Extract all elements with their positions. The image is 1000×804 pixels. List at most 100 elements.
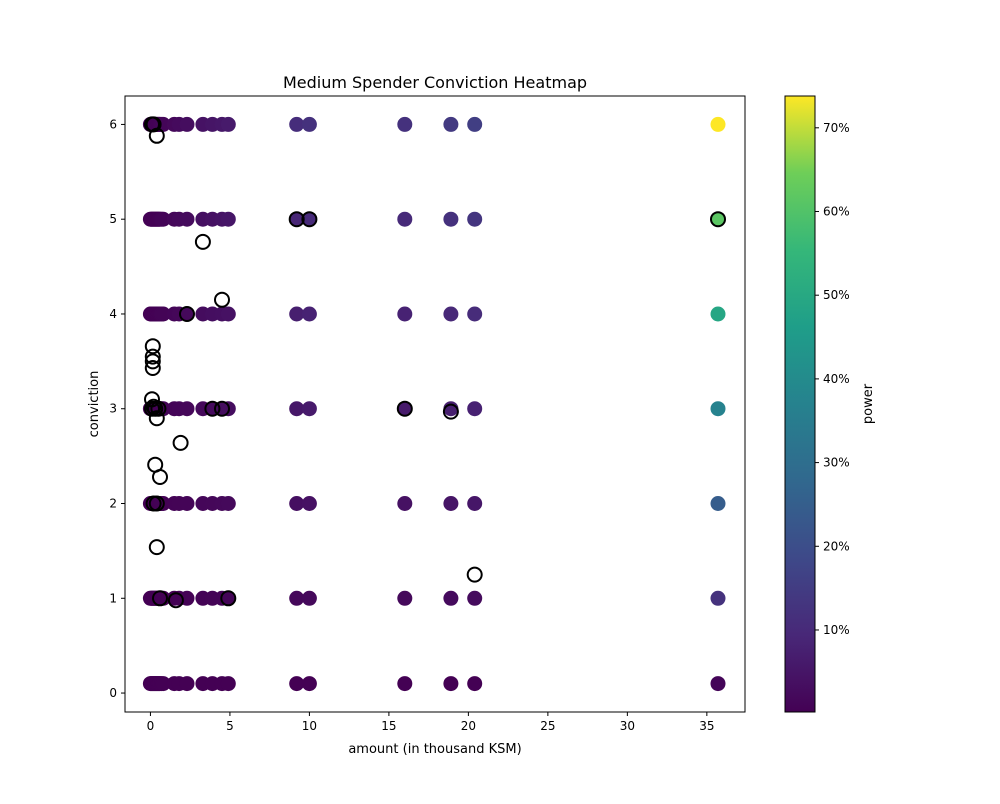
y-axis: 0 1 2 3 4 5 6 (109, 117, 125, 700)
highlighted-point (214, 291, 230, 308)
data-point (179, 401, 195, 417)
data-point (301, 590, 317, 606)
data-point (710, 676, 726, 692)
data-point (467, 590, 483, 606)
y-tick-label: 4 (109, 307, 117, 321)
highlighted-point (144, 338, 161, 355)
x-tick-label: 5 (226, 719, 234, 733)
x-tick-label: 30 (620, 719, 635, 733)
data-point (289, 116, 305, 132)
data-point (301, 676, 317, 692)
data-point (443, 211, 459, 227)
data-point (443, 676, 459, 692)
data-point (397, 116, 413, 132)
colorbar-tick-label: 50% (823, 288, 850, 302)
data-point (301, 306, 317, 322)
data-point (397, 496, 413, 511)
x-tick-label: 35 (699, 719, 714, 733)
data-point (289, 676, 305, 692)
data-point (289, 590, 305, 606)
chart-title: Medium Spender Conviction Heatmap (283, 73, 587, 92)
colorbar-tick-label: 20% (823, 539, 850, 553)
data-point (289, 306, 305, 322)
highlighted-point (220, 590, 237, 607)
data-point (710, 116, 726, 132)
y-tick-label: 2 (109, 497, 117, 511)
data-point (301, 211, 317, 227)
highlighted-point (152, 469, 168, 485)
data-point (397, 306, 413, 322)
data-point (710, 401, 726, 417)
data-point (443, 306, 459, 322)
data-point (710, 590, 726, 606)
x-axis-label: amount (in thousand KSM) (348, 742, 521, 757)
data-point (467, 401, 483, 417)
colorbar-tick-label: 70% (823, 121, 850, 135)
data-point (220, 116, 236, 132)
data-point (397, 401, 413, 417)
data-point (220, 590, 236, 606)
data-point (397, 676, 413, 692)
data-point (397, 211, 413, 227)
data-point (179, 211, 195, 227)
colorbar-ticks: 10% 20% 30% 40% 50% 60% 70% (815, 121, 850, 637)
colorbar-tick-label: 60% (823, 205, 850, 219)
highlighted-point (144, 360, 161, 376)
data-point (179, 676, 195, 692)
highlighted-point (144, 353, 161, 370)
data-point (710, 306, 726, 322)
data-point (155, 676, 171, 692)
points-layer (142, 116, 726, 692)
data-point (443, 590, 459, 606)
highlighted-point (148, 539, 165, 556)
highlighted-point (145, 116, 162, 133)
data-point (155, 211, 171, 227)
data-point (289, 211, 305, 227)
highlighted-point (152, 590, 168, 607)
x-tick-label: 10 (302, 719, 317, 733)
data-point (397, 590, 413, 606)
highlighted-point (148, 410, 165, 427)
highlighted-point (301, 211, 318, 228)
data-point (467, 496, 483, 511)
data-point (443, 116, 459, 132)
highlighted-point (396, 400, 413, 417)
data-point (220, 306, 236, 322)
colorbar-tick-label: 30% (823, 456, 850, 470)
highlighted-point (442, 403, 459, 420)
y-tick-label: 1 (109, 591, 117, 605)
data-point (220, 211, 236, 227)
data-point (710, 496, 726, 511)
highlighted-point (466, 566, 483, 583)
highlighted-point (148, 127, 165, 144)
data-point (301, 496, 317, 511)
y-tick-label: 5 (109, 212, 117, 226)
highlighted-point (179, 306, 195, 322)
x-tick-label: 0 (147, 719, 155, 733)
colorbar-label: power (861, 383, 876, 424)
data-point (443, 496, 459, 511)
data-point (220, 676, 236, 692)
highlighted-point (150, 400, 167, 417)
highlighted-point (288, 211, 305, 228)
data-point (155, 306, 171, 322)
data-point (467, 676, 483, 692)
data-point (179, 116, 195, 132)
highlighted-point (214, 400, 230, 417)
highlighted-point (148, 495, 165, 512)
data-point (443, 401, 459, 417)
highlighted-point (167, 592, 184, 609)
y-axis-label: conviction (87, 371, 102, 438)
data-point (301, 116, 317, 132)
highlighted-point (172, 434, 189, 451)
data-point (301, 401, 317, 417)
highlighted-point (710, 211, 726, 228)
highlight-layer (144, 116, 726, 609)
data-point (710, 211, 726, 227)
data-point (179, 306, 195, 322)
data-point (289, 496, 305, 511)
x-tick-label: 25 (540, 719, 555, 733)
colorbar-tick-label: 40% (823, 372, 850, 386)
